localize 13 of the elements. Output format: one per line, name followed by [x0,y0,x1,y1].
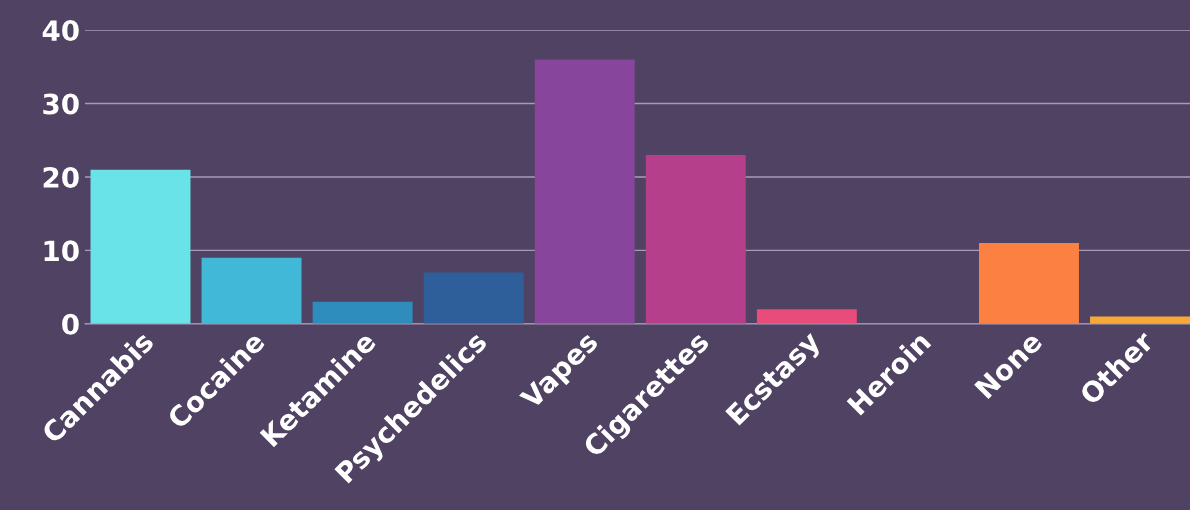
bar [534,59,635,324]
bar [312,301,413,324]
bar [201,257,302,324]
y-tick-label: 20 [43,166,79,188]
bar [756,309,857,324]
bar [645,154,746,324]
y-tick-label: 10 [44,240,79,262]
y-tick-label: 30 [43,93,79,115]
y-tick-label: 0 [62,313,79,335]
bar [423,272,524,324]
bar [978,243,1079,324]
bar [90,169,191,324]
y-tick-label: 40 [42,20,79,42]
